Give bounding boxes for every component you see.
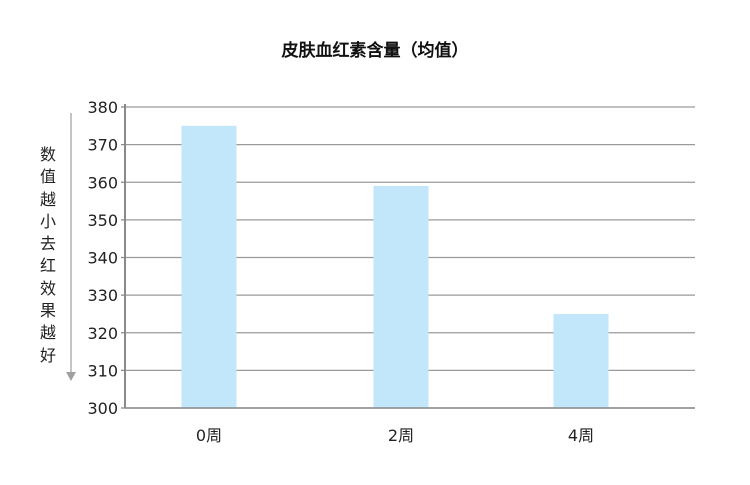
y-tick-label: 350 [87, 211, 118, 230]
y-tick-label: 310 [87, 361, 118, 380]
y-axis-label: 数值越小去红效果越好 [39, 145, 56, 365]
y-tick-label: 300 [87, 399, 118, 418]
x-tick-label: 4周 [568, 426, 594, 445]
bar-2周 [373, 186, 429, 408]
down-arrow-icon [66, 372, 76, 381]
y-tick-label: 380 [87, 98, 118, 117]
x-tick-label: 0周 [196, 426, 222, 445]
chart-title: 皮肤血红素含量（均值） [281, 41, 469, 61]
y-tick-label: 330 [87, 286, 118, 305]
x-tick-label: 2周 [388, 426, 414, 445]
bar-0周 [181, 125, 237, 408]
y-tick-label: 370 [87, 136, 118, 155]
y-tick-label: 320 [87, 324, 118, 343]
y-tick-label: 360 [87, 173, 118, 192]
y-tick-label: 340 [87, 249, 118, 268]
bar-4周 [553, 313, 609, 408]
